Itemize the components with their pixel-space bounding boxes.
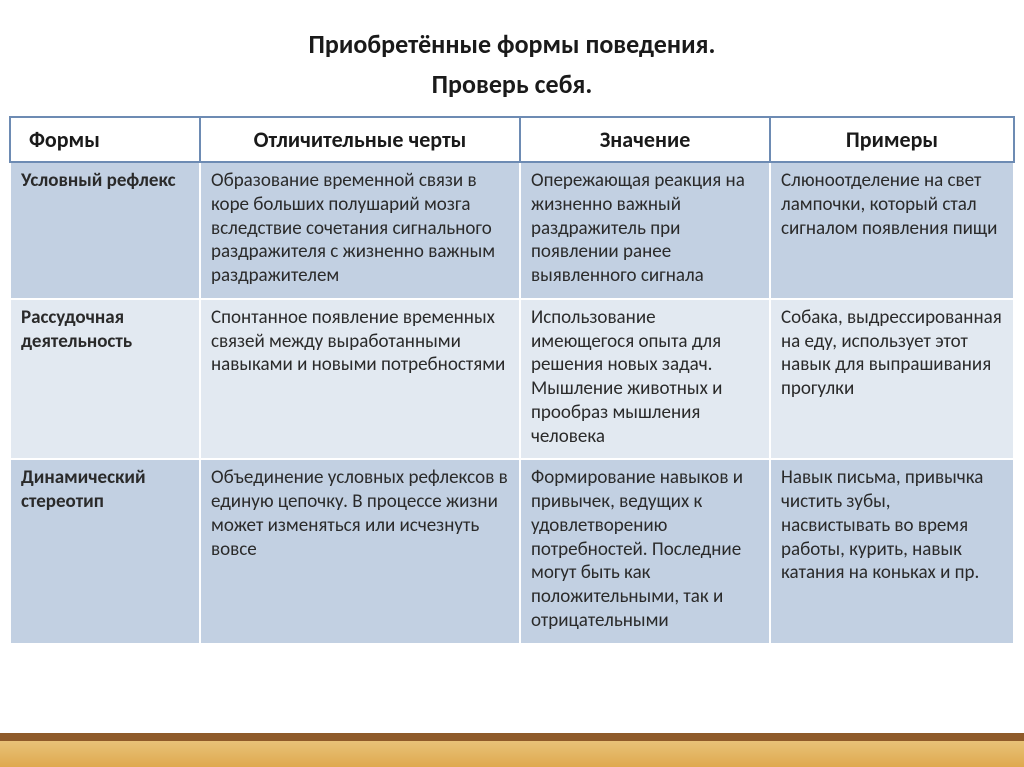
col-header-examples: Примеры bbox=[770, 117, 1014, 162]
behavior-table: Формы Отличительные черты Значение Приме… bbox=[9, 116, 1015, 645]
table-row: Динамический стереотип Объединение услов… bbox=[10, 459, 1014, 643]
table-row: Рассудочная деятельность Спонтанное появ… bbox=[10, 299, 1014, 460]
row-examples: Навык письма, привычка чистить зубы, нас… bbox=[770, 459, 1014, 643]
col-header-forms: Формы bbox=[10, 117, 200, 162]
slide: Приобретённые формы поведения. Проверь с… bbox=[0, 0, 1024, 767]
row-meaning: Формирование навыков и привычек, ведущих… bbox=[520, 459, 770, 643]
row-form: Динамический стереотип bbox=[10, 459, 200, 643]
row-meaning: Опережающая реакция на жизненно важный р… bbox=[520, 162, 770, 299]
title-main: Приобретённые формы поведения. bbox=[20, 28, 1004, 60]
table-head: Формы Отличительные черты Значение Приме… bbox=[10, 117, 1014, 162]
table-body: Условный рефлекс Образование временной с… bbox=[10, 162, 1014, 644]
row-traits: Спонтанное появление временных связей ме… bbox=[200, 299, 520, 460]
row-form: Рассудочная деятельность bbox=[10, 299, 200, 460]
footer-stripe-top bbox=[0, 733, 1024, 741]
row-meaning: Использование имеющегося опыта для решен… bbox=[520, 299, 770, 460]
row-traits: Образование временной связи в коре больш… bbox=[200, 162, 520, 299]
title-sub: Проверь себя. bbox=[20, 68, 1004, 100]
title-block: Приобретённые формы поведения. Проверь с… bbox=[0, 0, 1024, 114]
table-row: Условный рефлекс Образование временной с… bbox=[10, 162, 1014, 299]
col-header-traits: Отличительные черты bbox=[200, 117, 520, 162]
row-traits: Объединение условных рефлексов в единую … bbox=[200, 459, 520, 643]
col-header-meaning: Значение bbox=[520, 117, 770, 162]
footer-stripe-bottom bbox=[0, 741, 1024, 767]
row-examples: Собака, выдрессированная на еду, использ… bbox=[770, 299, 1014, 460]
footer-band bbox=[0, 733, 1024, 767]
row-form: Условный рефлекс bbox=[10, 162, 200, 299]
row-examples: Слюноотделение на свет лампочки, который… bbox=[770, 162, 1014, 299]
